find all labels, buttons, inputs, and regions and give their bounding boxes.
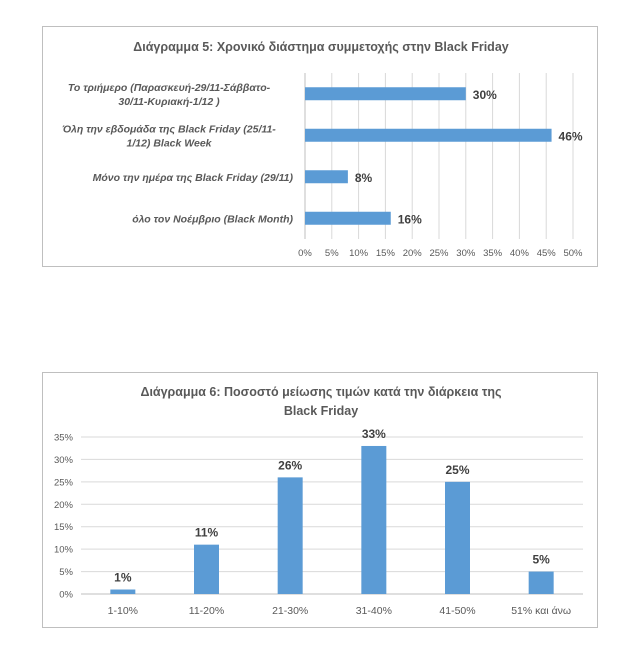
chart-6-data-label: 25% [445, 463, 469, 477]
chart-6-y-tick: 15% [54, 522, 74, 533]
chart-5-x-tick: 45% [537, 248, 557, 259]
chart-5-data-label: 30% [473, 88, 497, 102]
chart-6-y-tick: 10% [54, 545, 74, 556]
chart-5-bar [305, 128, 552, 142]
chart-5-x-tick: 50% [563, 248, 583, 259]
chart-6-y-tick: 5% [59, 567, 73, 578]
chart-5-category-label: Το τριήμερο (Παρασκευή-29/11-Σάββατο-30/… [68, 82, 271, 108]
chart-6-data-label: 5% [532, 553, 550, 567]
chart-5-bar [305, 87, 466, 101]
chart-5-x-tick: 30% [456, 248, 476, 259]
chart-5-x-tick: 20% [403, 248, 423, 259]
chart-5-frame: Διάγραμμα 5: Χρονικό διάστημα συμμετοχής… [42, 26, 598, 267]
chart-5-x-tick: 10% [349, 248, 369, 259]
chart-6-bar [445, 481, 470, 594]
chart-6-data-label: 1% [114, 571, 132, 585]
chart-5-x-tick: 40% [510, 248, 530, 259]
chart-6-y-tick: 35% [54, 433, 74, 444]
chart-5-bar [305, 170, 348, 184]
chart-6-category-label: 1-10% [108, 605, 138, 617]
chart-6-bar [277, 477, 303, 594]
chart-5-category-label: όλο τον Νοέμβριο (Black Month) [132, 213, 293, 225]
chart-5-data-label: 8% [355, 171, 373, 185]
chart-6-bar [110, 589, 136, 594]
chart-6-bar [194, 544, 219, 594]
chart-6-frame: Διάγραμμα 6: Ποσοστό μείωσης τιμών κατά … [42, 372, 598, 628]
chart-6-data-label: 11% [195, 526, 219, 540]
chart-5-x-tick: 35% [483, 248, 503, 259]
chart-5-bar [305, 211, 391, 225]
chart-6-category-label: 51% και άνω [511, 605, 571, 617]
chart-5-x-tick: 15% [376, 248, 396, 259]
chart-5-category-label: Όλη την εβδομάδα της Black Friday (25/11… [62, 123, 276, 149]
chart-6-y-tick: 30% [54, 455, 74, 466]
chart-6-y-tick: 25% [54, 477, 74, 488]
chart-6-category-label: 21-30% [272, 605, 308, 617]
chart-6-data-label: 26% [278, 458, 302, 472]
chart-5-category-label: Μόνο την ημέρα της Black Friday (29/11) [93, 172, 294, 184]
chart-6-category-label: 31-40% [356, 605, 392, 617]
chart-5-x-tick: 25% [429, 248, 449, 259]
chart-6-data-label: 33% [362, 427, 386, 441]
chart-5-title: Διάγραμμα 5: Χρονικό διάστημα συμμετοχής… [133, 40, 509, 54]
chart-5-x-tick: 0% [298, 248, 312, 259]
chart-5-data-label: 16% [398, 212, 422, 226]
chart-6-bar [361, 445, 387, 594]
chart-6-bar [528, 571, 554, 594]
chart-5-data-label: 46% [559, 129, 583, 143]
chart-6-category-label: 41-50% [439, 605, 475, 617]
chart-6-y-tick: 0% [59, 590, 73, 601]
chart-5-svg: Διάγραμμα 5: Χρονικό διάστημα συμμετοχής… [62, 40, 583, 259]
chart-6-category-label: 11-20% [189, 605, 224, 617]
chart-6-title: Διάγραμμα 6: Ποσοστό μείωσης τιμών κατά … [140, 385, 501, 418]
chart-5-x-tick: 5% [325, 248, 339, 259]
chart-6-y-tick: 20% [54, 500, 74, 511]
chart-6-svg: Διάγραμμα 6: Ποσοστό μείωσης τιμών κατά … [54, 385, 583, 617]
